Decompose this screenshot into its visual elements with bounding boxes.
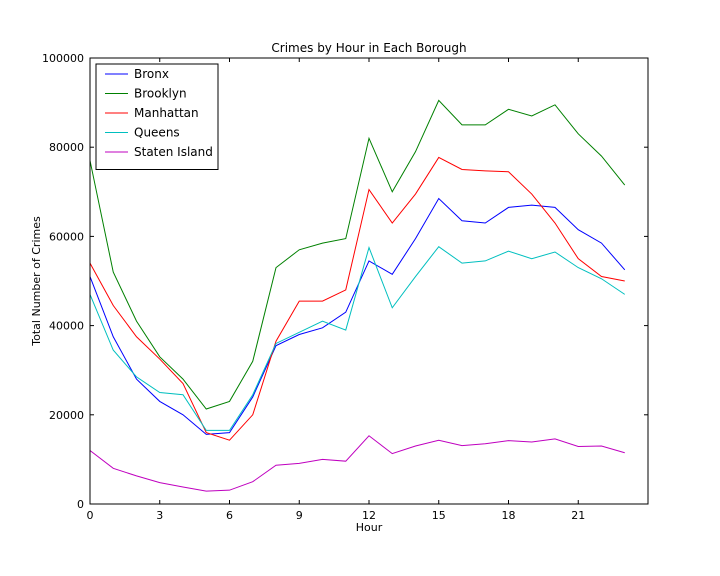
legend-box	[95, 63, 219, 170]
series-layer	[89, 99, 626, 492]
legend-label-1: Brooklyn	[134, 87, 187, 101]
x-tick-label-1: 3	[156, 509, 163, 522]
y-tick-label-5: 100000	[42, 52, 84, 65]
legend-label-3: Queens	[134, 126, 180, 140]
x-tick-label-7: 21	[571, 509, 585, 522]
legend: Bronx Brooklyn Manhattan Queens Staten Islan…	[95, 63, 219, 170]
legend-label-4: Staten Island	[134, 145, 213, 159]
ticks-layer: 0 3 6 9 12 15 18 21 0 20000 40000 60000 80000 100000	[42, 52, 648, 522]
x-tick-label-4: 12	[362, 509, 376, 522]
y-axis-title: Total Number of Crimes	[30, 216, 43, 347]
series-line-0	[89, 197, 626, 435]
legend-label-0: Bronx	[134, 67, 169, 81]
x-tick-label-3: 9	[296, 509, 303, 522]
y-tick-label-4: 80000	[49, 141, 84, 154]
y-tick-label-2: 40000	[49, 320, 84, 333]
series-line-3	[89, 245, 626, 431]
x-axis-title: Hour	[356, 521, 383, 534]
y-tick-label-1: 20000	[49, 409, 84, 422]
x-tick-label-5: 15	[432, 509, 446, 522]
legend-label-2: Manhattan	[134, 106, 199, 120]
series-line-1	[89, 99, 626, 410]
chart-title: Crimes by Hour in Each Borough	[271, 41, 466, 55]
x-tick-label-6: 18	[502, 509, 516, 522]
x-tick-label-2: 6	[226, 509, 233, 522]
y-tick-label-0: 0	[77, 498, 84, 511]
series-line-2	[89, 156, 625, 441]
series-line-4	[89, 435, 625, 492]
y-tick-label-3: 60000	[49, 230, 84, 243]
x-tick-label-0: 0	[87, 509, 94, 522]
